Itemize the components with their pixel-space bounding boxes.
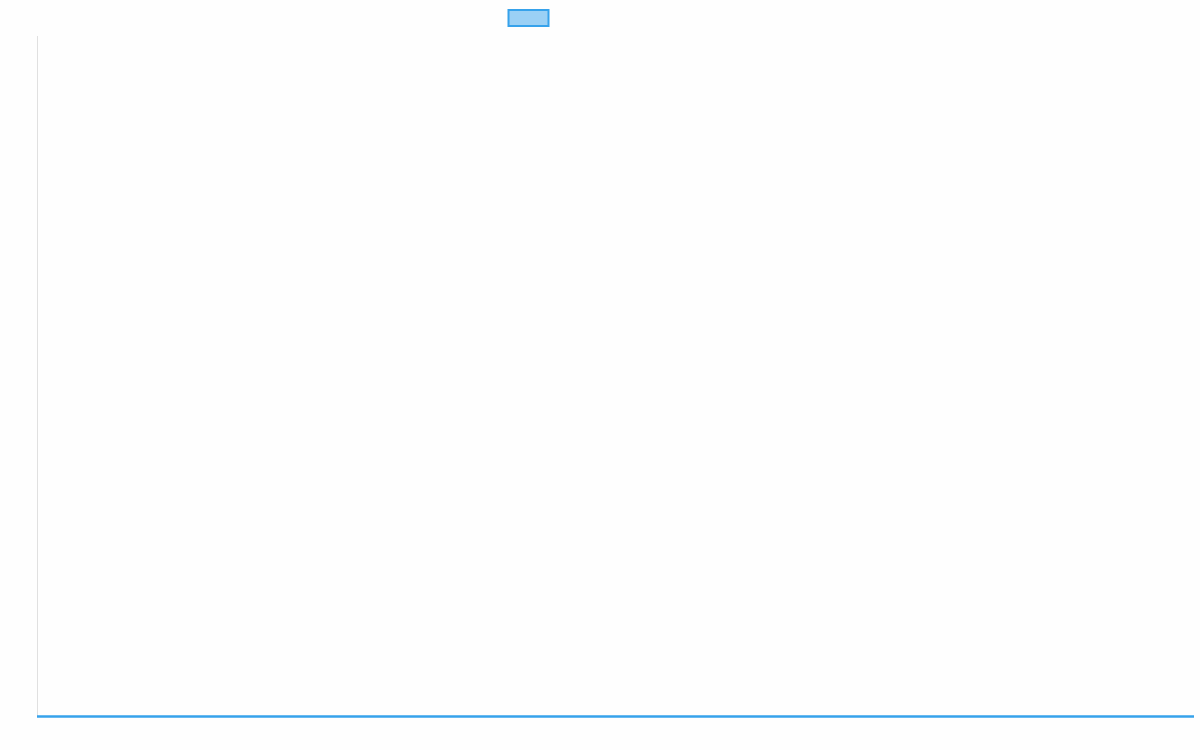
legend-swatch[interactable]: [507, 9, 550, 27]
